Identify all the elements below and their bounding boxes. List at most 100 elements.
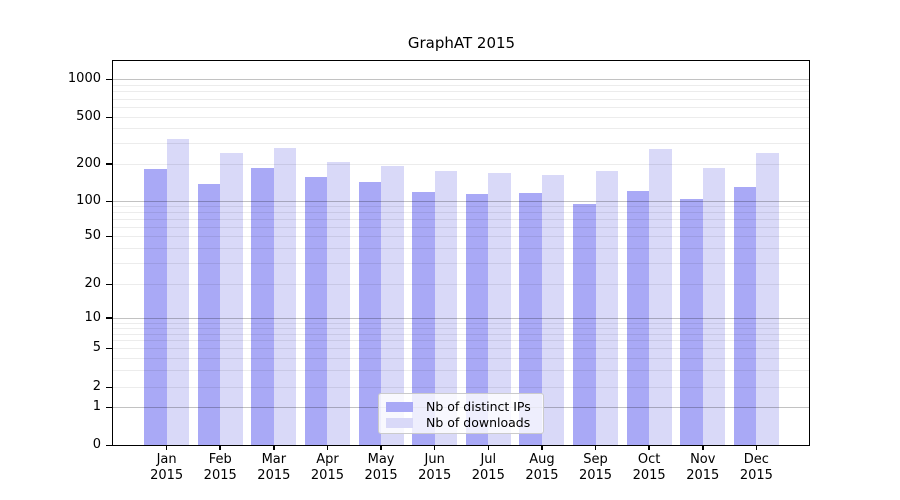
- legend-label-nb-of-distinct-ips: Nb of distinct IPs: [426, 399, 531, 414]
- gridline-y-900: [113, 84, 810, 86]
- plot-area: [113, 61, 810, 445]
- bar-nb-of-downloads-mar-2015: [273, 147, 297, 445]
- legend-swatch-icon-nb-of-distinct-ips: [386, 402, 413, 412]
- bar-nb-of-downloads-sep-2015: [595, 171, 619, 445]
- gridline-y-70: [113, 219, 810, 221]
- y-tick-mark-50: [106, 235, 112, 238]
- gridline-y-5: [113, 348, 810, 350]
- gridline-y-8: [113, 327, 810, 329]
- bar-nb-of-distinct-ips-dec-2015: [733, 186, 757, 445]
- x-tick-mark-mar-2015: [273, 445, 275, 450]
- x-tick-label-jun-2015: Jun 2015: [418, 452, 452, 483]
- gridline-y-10: [113, 317, 810, 319]
- legend-swatch-icon-nb-of-downloads: [386, 418, 413, 428]
- gridline-y-100: [113, 201, 810, 203]
- y-tick-mark-200: [106, 163, 112, 165]
- legend: Nb of distinct IPs Nb of downloads: [378, 393, 544, 434]
- y-tick-label-0: 0: [92, 437, 101, 452]
- gridline-y-40: [113, 247, 810, 249]
- x-tick-mark-dec-2015: [755, 445, 758, 450]
- gridline-y-80: [113, 212, 810, 214]
- gridline-y-500: [113, 117, 810, 119]
- y-tick-mark-5: [106, 347, 112, 350]
- y-tick-label-20: 20: [84, 276, 101, 292]
- y-tick-mark-1000: [106, 78, 112, 81]
- bar-nb-of-distinct-ips-oct-2015: [626, 191, 650, 445]
- y-tick-label-1: 1: [92, 399, 101, 415]
- gridline-y-400: [113, 128, 810, 130]
- x-tick-label-jul-2015: Jul 2015: [471, 452, 505, 483]
- gridline-y-7: [113, 333, 810, 335]
- x-tick-mark-feb-2015: [219, 445, 221, 450]
- bar-nb-of-downloads-dec-2015: [756, 152, 779, 445]
- y-tick-mark-10: [106, 317, 112, 319]
- x-tick-label-apr-2015: Apr 2015: [310, 452, 344, 483]
- legend-item-nb-of-downloads: Nb of downloads: [386, 415, 535, 431]
- y-tick-mark-2: [106, 386, 112, 389]
- bar-nb-of-distinct-ips-may-2015: [358, 182, 382, 445]
- y-tick-mark-500: [106, 116, 112, 119]
- x-tick-mark-jan-2015: [165, 445, 168, 450]
- y-tick-mark-1: [106, 406, 112, 409]
- bar-nb-of-distinct-ips-aug-2015: [519, 193, 542, 445]
- y-tick-mark-0: [106, 444, 112, 446]
- gridline-y-600: [113, 107, 810, 109]
- bar-nb-of-distinct-ips-nov-2015: [680, 198, 703, 445]
- gridline-y-4: [113, 357, 810, 359]
- y-tick-label-5: 5: [92, 340, 101, 356]
- x-tick-mark-oct-2015: [648, 445, 650, 450]
- bar-nb-of-downloads-jan-2015: [166, 139, 190, 445]
- gridline-y-20: [113, 284, 810, 286]
- gridline-y-6: [113, 340, 810, 342]
- gridline-y-700: [113, 98, 810, 100]
- bar-nb-of-distinct-ips-jan-2015: [144, 168, 167, 445]
- y-tick-mark-20: [106, 283, 112, 286]
- bar-nb-of-downloads-jul-2015: [488, 172, 511, 445]
- x-tick-mark-aug-2015: [541, 445, 543, 450]
- gridline-y-200: [113, 163, 810, 165]
- bar-nb-of-downloads-oct-2015: [649, 148, 672, 445]
- y-tick-label-2: 2: [92, 379, 101, 395]
- legend-label-nb-of-downloads: Nb of downloads: [426, 415, 531, 430]
- x-tick-mark-may-2015: [380, 445, 382, 450]
- bar-nb-of-distinct-ips-apr-2015: [304, 176, 328, 445]
- x-tick-label-mar-2015: Mar 2015: [257, 452, 291, 483]
- x-tick-mark-apr-2015: [326, 445, 329, 450]
- x-tick-label-jan-2015: Jan 2015: [150, 452, 184, 483]
- legend-item-nb-of-distinct-ips: Nb of distinct IPs: [386, 399, 535, 415]
- y-tick-mark-100: [106, 200, 112, 203]
- bar-nb-of-downloads-may-2015: [381, 165, 404, 445]
- gridline-y-800: [113, 91, 810, 93]
- bar-nb-of-distinct-ips-mar-2015: [251, 167, 274, 445]
- y-tick-label-100: 100: [76, 193, 101, 209]
- x-tick-label-dec-2015: Dec 2015: [739, 452, 773, 483]
- x-tick-label-oct-2015: Oct 2015: [632, 452, 666, 483]
- gridline-y-2: [113, 387, 810, 389]
- gridline-y-50: [113, 236, 810, 238]
- x-tick-label-aug-2015: Aug 2015: [525, 452, 559, 483]
- gridline-y-60: [113, 226, 810, 228]
- gridline-y-30: [113, 262, 810, 264]
- bar-nb-of-downloads-nov-2015: [702, 168, 726, 445]
- y-tick-label-200: 200: [76, 155, 101, 171]
- chart-title: GraphAT 2015: [407, 34, 516, 52]
- bar-nb-of-distinct-ips-jun-2015: [412, 192, 435, 445]
- bar-nb-of-downloads-feb-2015: [220, 152, 243, 445]
- x-tick-label-sep-2015: Sep 2015: [578, 452, 613, 483]
- bar-nb-of-downloads-apr-2015: [327, 161, 350, 445]
- gridline-y-1000: [113, 79, 810, 81]
- x-tick-mark-jun-2015: [433, 445, 436, 450]
- x-tick-mark-nov-2015: [702, 445, 704, 450]
- x-tick-label-feb-2015: Feb 2015: [203, 452, 237, 483]
- x-tick-label-nov-2015: Nov 2015: [686, 452, 720, 483]
- y-tick-label-1000: 1000: [67, 71, 101, 87]
- y-tick-label-10: 10: [84, 309, 101, 325]
- bar-nb-of-distinct-ips-jul-2015: [465, 193, 489, 445]
- bar-nb-of-downloads-aug-2015: [541, 174, 565, 445]
- bar-nb-of-downloads-jun-2015: [434, 171, 458, 445]
- gridline-y-90: [113, 206, 810, 208]
- bar-nb-of-distinct-ips-sep-2015: [573, 203, 596, 445]
- gridline-y-3: [113, 370, 810, 372]
- x-tick-mark-jul-2015: [487, 445, 490, 450]
